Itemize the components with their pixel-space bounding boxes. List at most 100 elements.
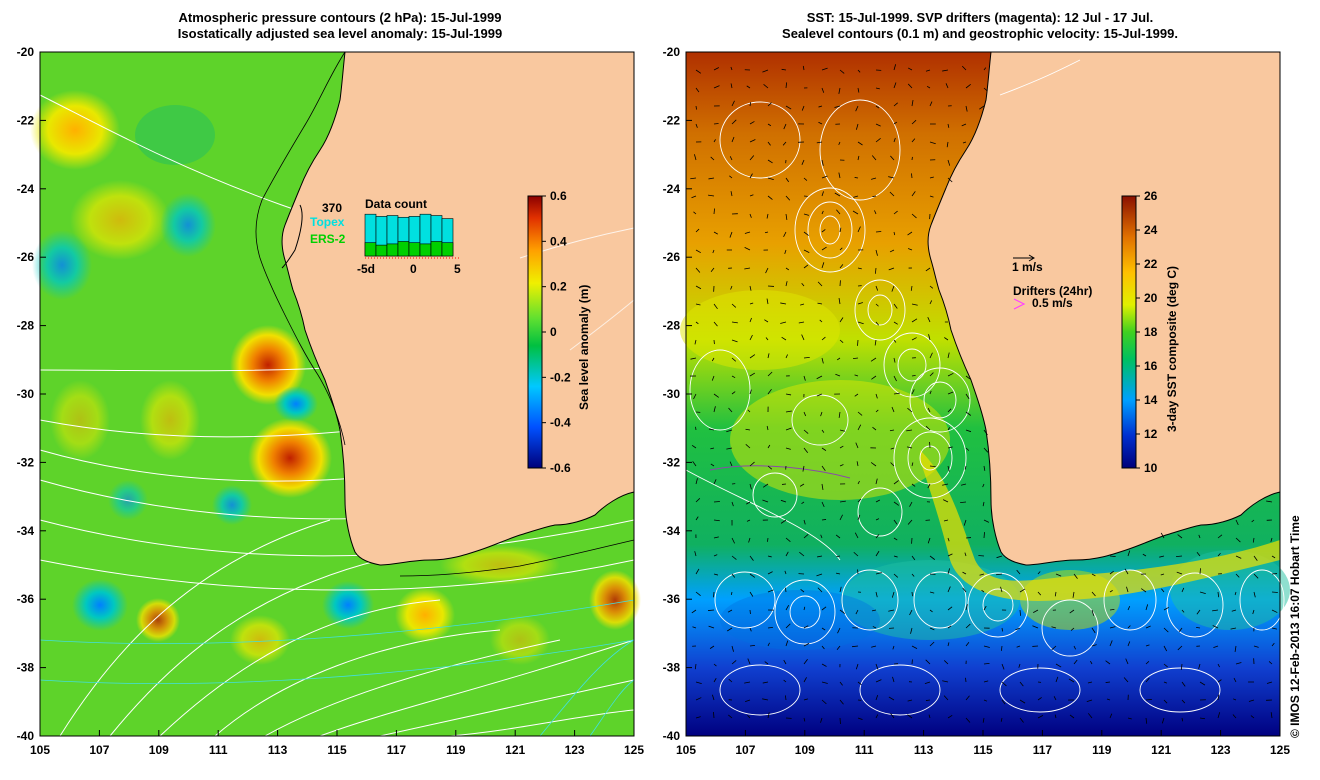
velocity-vector [1037, 715, 1044, 719]
velocity-vector [982, 717, 985, 723]
right-xtick-label: 121 [1151, 743, 1171, 757]
velocity-vector [731, 339, 738, 343]
velocity-vector [785, 213, 788, 220]
velocity-vector [855, 609, 859, 615]
velocity-vector [857, 480, 860, 485]
velocity-vector [890, 155, 895, 161]
velocity-vector [803, 249, 810, 253]
velocity-vector [1271, 609, 1278, 613]
velocity-vector [1181, 609, 1185, 613]
velocity-vector [713, 85, 720, 89]
velocity-vector [803, 625, 809, 629]
velocity-vector [744, 681, 751, 684]
velocity-vector [947, 465, 950, 472]
right-title-line1: SST: 15-Jul-1999. SVP drifters (magenta)… [806, 10, 1154, 25]
inset-xtick-5: 5 [454, 262, 461, 276]
velocity-vector [692, 461, 697, 467]
velocity-vector [875, 321, 879, 326]
velocity-vector [731, 321, 738, 324]
velocity-vector [983, 447, 989, 453]
velocity-vector [1178, 627, 1183, 632]
drifter-arrow-icon [1013, 298, 1026, 310]
velocity-vector [1271, 627, 1278, 630]
velocity-vector [839, 445, 844, 449]
velocity-vector [817, 302, 823, 305]
velocity-vector [1109, 555, 1116, 557]
drifters-label: Drifters (24hr) [1013, 284, 1092, 298]
velocity-vector [1253, 591, 1256, 598]
velocity-vector [911, 374, 916, 377]
velocity-vector [799, 483, 805, 487]
velocity-vector [1037, 697, 1042, 701]
velocity-vector [852, 357, 859, 360]
velocity-vector [857, 717, 863, 720]
velocity-vector [983, 531, 985, 539]
velocity-vector [944, 660, 949, 665]
velocity-vector [965, 447, 970, 451]
velocity-vector [695, 228, 700, 233]
velocity-vector [803, 698, 808, 701]
velocity-vector [1054, 714, 1057, 719]
velocity-vector [821, 229, 826, 233]
velocity-vector [891, 591, 895, 598]
velocity-vector [929, 555, 936, 560]
velocity-vector [816, 573, 823, 577]
velocity-vector [834, 105, 841, 108]
velocity-vector [783, 659, 787, 665]
velocity-vector [693, 393, 697, 400]
velocity-vector [839, 247, 843, 251]
velocity-vector [817, 587, 823, 593]
velocity-vector [782, 141, 787, 146]
velocity-vector [857, 321, 864, 325]
inset-xtick-minus5: -5d [357, 262, 375, 276]
velocity-vector [854, 177, 859, 179]
velocity-vector [1037, 591, 1042, 596]
velocity-vector [1252, 537, 1255, 543]
left-title-line2: Isostatically adjusted sea level anomaly… [177, 26, 503, 41]
velocity-vector [1109, 626, 1116, 629]
velocity-vector [1019, 717, 1024, 723]
velocity-vector [694, 551, 697, 557]
velocity-vector [1234, 591, 1237, 596]
velocity-vector [821, 87, 825, 93]
velocity-vector [749, 461, 755, 467]
velocity-vector [929, 285, 934, 289]
velocity-vector [911, 303, 918, 306]
velocity-vector [800, 303, 805, 306]
velocity-vector [853, 551, 859, 557]
velocity-vector [1142, 553, 1147, 557]
left-xtick-label: 105 [30, 743, 50, 757]
velocity-vector [767, 195, 773, 200]
velocity-vector [1253, 645, 1259, 648]
right-sealevel-contours [685, 59, 1285, 716]
velocity-vector [1233, 677, 1237, 683]
velocity-vector [713, 393, 719, 398]
velocity-vector [965, 83, 971, 89]
velocity-vector [690, 177, 697, 180]
velocity-vector [892, 676, 895, 683]
velocity-vector [907, 231, 913, 236]
velocity-vector [983, 429, 988, 436]
velocity-vector [1001, 681, 1007, 687]
velocity-vector [1087, 681, 1093, 684]
velocity-vector [749, 285, 752, 291]
map-axes: 105 107 109 111 113 115 117 119 121 123 125-20-22-… [17, 45, 1291, 757]
velocity-vector [943, 695, 949, 701]
velocity-vector [960, 483, 967, 486]
velocity-vector [996, 555, 1003, 559]
velocity-vector [803, 177, 808, 181]
velocity-vector [893, 321, 898, 325]
velocity-vector [947, 586, 951, 593]
velocity-vector [834, 192, 841, 197]
colorbar-tick-label: 10 [1144, 461, 1158, 475]
velocity-vector [801, 334, 805, 341]
velocity-vector [1109, 640, 1113, 647]
velocity-vector [929, 300, 933, 305]
velocity-vector [821, 191, 824, 197]
velocity-vector [982, 501, 985, 507]
velocity-vector [907, 248, 913, 251]
right-ytick-label: -36 [663, 592, 681, 606]
velocity-vector [1180, 663, 1183, 670]
ers2-label: ERS-2 [310, 232, 346, 246]
velocity-vector [890, 447, 895, 450]
